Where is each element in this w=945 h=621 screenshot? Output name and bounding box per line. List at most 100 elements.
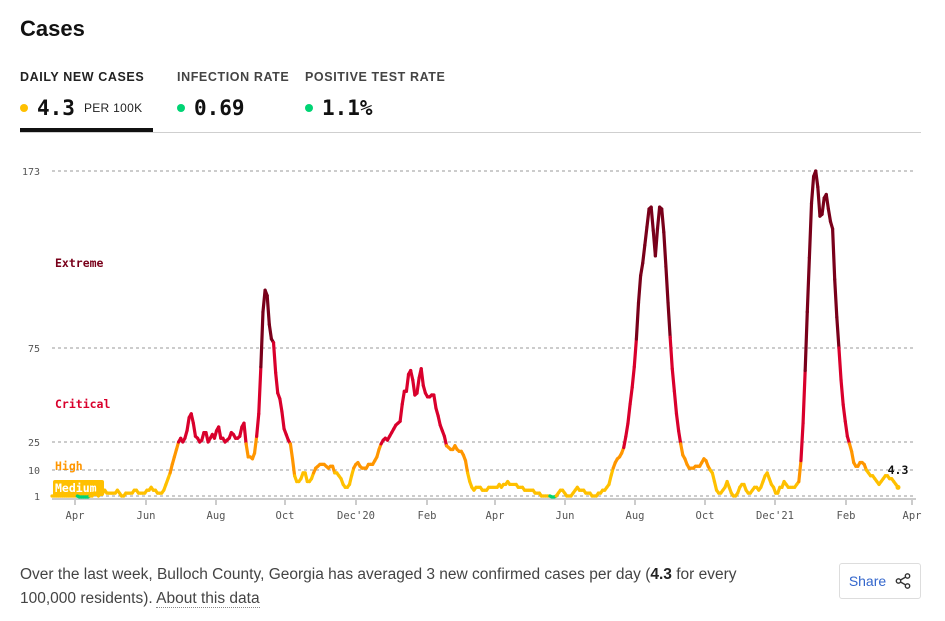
daily-new-cases-chart: 1 10 25 75 173 Apr Jun Aug Oct Dec'20 Feb Apr Jun Aug… xyxy=(22,167,922,522)
tab-positive-test-rate[interactable]: POSITIVE TEST RATE 1.1% xyxy=(305,70,445,120)
series-segment xyxy=(278,397,284,414)
series-segment xyxy=(252,434,259,455)
y-tick-label: 75 xyxy=(28,344,40,355)
series-segment xyxy=(632,337,638,369)
risk-label-critical: Critical xyxy=(55,397,110,411)
series-segment xyxy=(668,335,674,371)
series-segment xyxy=(645,207,651,229)
share-button[interactable]: Share xyxy=(839,563,921,599)
tab-daily-new-cases[interactable]: DAILY NEW CASES 4.3 PER 100K xyxy=(20,70,153,132)
x-tick-label: Apr xyxy=(66,510,85,522)
x-tick-label: Jun xyxy=(137,510,156,522)
last-value-label: 4.3 xyxy=(888,463,909,477)
series-segment xyxy=(676,429,683,446)
series-segment xyxy=(849,449,856,465)
summary-text-before: Over the last week, Bulloch County, Geor… xyxy=(20,566,651,583)
risk-dot-icon xyxy=(177,104,185,112)
series-segment xyxy=(191,421,198,438)
series-segment xyxy=(185,415,191,433)
series-segment xyxy=(259,310,265,369)
tab-infection-rate-label: INFECTION RATE xyxy=(177,70,290,84)
series-segment xyxy=(189,412,195,425)
x-tick-label: Feb xyxy=(418,510,437,522)
tab-infection-rate[interactable]: INFECTION RATE 0.69 xyxy=(177,70,289,120)
series-segment xyxy=(255,412,261,438)
x-tick-label: Feb xyxy=(837,510,856,522)
series-segment xyxy=(649,205,655,233)
series-segment xyxy=(244,442,250,459)
active-tab-underline xyxy=(20,128,153,132)
series-segment xyxy=(674,412,681,433)
x-tick-label: Apr xyxy=(903,510,922,522)
series-segment xyxy=(835,315,841,350)
series-segment xyxy=(801,368,807,425)
daily-new-cases-value: 4.3 xyxy=(37,96,75,120)
series-segment xyxy=(655,205,662,231)
series-segment xyxy=(805,256,811,314)
series-segment xyxy=(436,414,442,427)
series-segment xyxy=(809,174,816,206)
x-tick-label: Aug xyxy=(626,510,645,522)
series-segment xyxy=(257,365,263,416)
summary-text: Over the last week, Bulloch County, Geor… xyxy=(20,563,780,611)
series-segment xyxy=(839,378,845,406)
y-tick-label: 1 xyxy=(34,492,40,503)
positive-test-rate-value: 1.1% xyxy=(322,96,373,120)
series-segment xyxy=(816,185,822,218)
series-segment xyxy=(261,288,267,314)
risk-label-medium-text: Medium xyxy=(55,481,97,495)
series-segment xyxy=(419,367,425,388)
last-point xyxy=(895,484,901,490)
series-segment xyxy=(814,169,820,189)
series-segment xyxy=(238,425,244,438)
series-segment xyxy=(398,402,404,423)
risk-dot-icon xyxy=(20,104,28,112)
series-segment xyxy=(290,457,297,478)
series-segment xyxy=(463,459,470,475)
y-tick-label: 10 xyxy=(28,466,40,477)
infection-rate-value: 0.69 xyxy=(194,96,245,120)
risk-label-extreme: Extreme xyxy=(55,256,104,270)
series-segment xyxy=(404,372,411,393)
series-segment xyxy=(653,227,660,258)
series-segment xyxy=(830,227,837,281)
series-segment xyxy=(672,389,679,416)
series-segment xyxy=(409,368,415,382)
tab-daily-new-cases-label: DAILY NEW CASES xyxy=(20,70,145,84)
share-icon xyxy=(895,573,911,589)
series-segment xyxy=(841,402,847,423)
series-segment xyxy=(624,421,630,438)
x-tick-label: Apr xyxy=(486,510,505,522)
series-segment xyxy=(820,196,826,216)
series-segment xyxy=(837,346,843,382)
summary-value: 4.3 xyxy=(650,566,672,583)
series-segment xyxy=(267,322,274,341)
per-100k-unit: PER 100K xyxy=(83,101,143,115)
series-segment xyxy=(242,421,248,446)
series-segment xyxy=(442,434,449,448)
series-segment xyxy=(626,402,632,425)
y-tick-label: 173 xyxy=(22,167,40,178)
x-tick-label: Dec'21 xyxy=(756,510,794,522)
x-tick-label: Jun xyxy=(556,510,575,522)
about-data-link[interactable]: About this data xyxy=(156,590,260,608)
tab-positive-test-rate-label: POSITIVE TEST RATE xyxy=(305,70,446,84)
x-tick-label: Aug xyxy=(207,510,226,522)
series-segment xyxy=(670,367,676,393)
series-segment xyxy=(639,261,645,278)
series-segment xyxy=(833,277,839,319)
risk-label-high: High xyxy=(55,459,83,473)
series-segment xyxy=(400,389,406,406)
series-segment xyxy=(799,421,805,463)
series-segment xyxy=(660,207,666,235)
series-segment xyxy=(797,459,803,484)
series-segment xyxy=(280,410,286,431)
series-segment xyxy=(824,192,830,211)
risk-label-medium: Medium xyxy=(53,480,104,496)
risk-dot-icon xyxy=(305,104,313,112)
series-segment xyxy=(217,425,223,440)
summary-text-after: for every 100,000 residents). xyxy=(20,566,737,607)
page-title: Cases xyxy=(20,16,85,41)
y-tick-label: 25 xyxy=(28,438,40,449)
series-segment xyxy=(662,230,668,269)
